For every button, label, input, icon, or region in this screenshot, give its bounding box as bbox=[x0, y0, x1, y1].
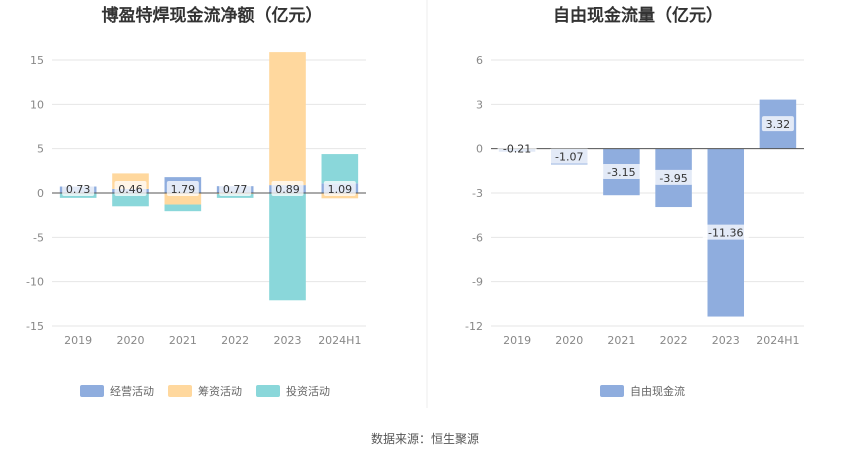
x-tick-label: 2023 bbox=[274, 334, 302, 347]
bar bbox=[269, 52, 306, 186]
y-tick-label: 3 bbox=[476, 98, 483, 111]
data-label-bg bbox=[323, 181, 356, 196]
data-label-bg bbox=[114, 181, 147, 196]
data-label-bg bbox=[166, 181, 199, 196]
legend-swatch bbox=[168, 385, 192, 397]
x-tick-label: 2022 bbox=[660, 334, 688, 347]
data-label: 0.89 bbox=[275, 183, 300, 196]
y-tick-label: -15 bbox=[26, 320, 44, 333]
data-label-bg bbox=[62, 181, 95, 196]
x-tick-label: 2022 bbox=[221, 334, 249, 347]
legend-swatch bbox=[600, 385, 624, 397]
data-label-bg bbox=[271, 181, 304, 196]
legend-label: 经营活动 bbox=[110, 384, 154, 398]
data-label: 0.73 bbox=[66, 183, 91, 196]
chart-title: 自由现金流量（亿元） bbox=[553, 5, 723, 26]
bar bbox=[164, 193, 202, 205]
y-tick-label: 15 bbox=[30, 54, 44, 67]
data-label-bg bbox=[601, 163, 641, 179]
data-label: -3.15 bbox=[607, 166, 635, 179]
x-tick-label: 2024H1 bbox=[756, 334, 799, 347]
y-tick-label: -10 bbox=[26, 276, 44, 289]
x-tick-label: 2021 bbox=[169, 334, 197, 347]
legend-label: 投资活动 bbox=[286, 384, 330, 398]
data-label: 1.09 bbox=[328, 183, 353, 196]
data-label: 0.46 bbox=[118, 183, 143, 196]
data-label-bg bbox=[497, 140, 537, 156]
y-tick-label: 5 bbox=[37, 143, 44, 156]
x-tick-label: 2023 bbox=[712, 334, 740, 347]
data-label: -1.07 bbox=[555, 151, 583, 164]
data-label: 1.79 bbox=[171, 183, 196, 196]
y-tick-label: 0 bbox=[476, 143, 483, 156]
legend-swatch bbox=[80, 385, 104, 397]
x-tick-label: 2019 bbox=[64, 334, 92, 347]
bar bbox=[112, 193, 149, 207]
data-label-bg bbox=[219, 181, 252, 196]
x-tick-label: 2019 bbox=[503, 334, 531, 347]
y-tick-label: -6 bbox=[472, 231, 483, 244]
legend-label: 自由现金流 bbox=[630, 384, 685, 398]
data-label-bg bbox=[761, 116, 794, 132]
data-label: -3.95 bbox=[659, 172, 687, 185]
bar bbox=[321, 154, 359, 184]
data-label: -0.21 bbox=[503, 143, 531, 156]
y-tick-label: -3 bbox=[472, 187, 483, 200]
x-tick-label: 2024H1 bbox=[318, 334, 361, 347]
bar bbox=[164, 204, 202, 212]
data-label: 3.32 bbox=[766, 118, 791, 131]
data-label-bg bbox=[549, 148, 589, 164]
y-tick-label: -5 bbox=[33, 231, 44, 244]
legend-swatch bbox=[256, 385, 280, 397]
data-label-bg bbox=[702, 224, 749, 240]
source-note: 数据来源：恒生聚源 bbox=[371, 431, 479, 446]
chart-title: 博盈特焊现金流净额（亿元） bbox=[102, 5, 323, 26]
y-tick-label: 6 bbox=[476, 54, 483, 67]
y-tick-label: 10 bbox=[30, 98, 44, 111]
x-tick-label: 2021 bbox=[607, 334, 635, 347]
data-label: -11.36 bbox=[708, 227, 743, 240]
data-label: 0.77 bbox=[223, 183, 248, 196]
bar bbox=[269, 193, 306, 301]
y-tick-label: 0 bbox=[37, 187, 44, 200]
x-tick-label: 2020 bbox=[117, 334, 145, 347]
data-label-bg bbox=[654, 169, 694, 185]
x-tick-label: 2020 bbox=[555, 334, 583, 347]
y-tick-label: -12 bbox=[465, 320, 483, 333]
legend-label: 筹资活动 bbox=[198, 384, 242, 398]
y-tick-label: -9 bbox=[472, 276, 483, 289]
